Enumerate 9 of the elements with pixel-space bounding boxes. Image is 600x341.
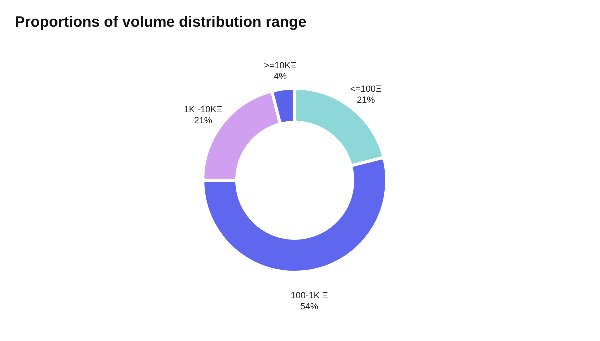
slice-label: <=100Ξ xyxy=(350,84,382,94)
slice-label: >=10KΞ xyxy=(264,60,297,70)
data-label: 21% xyxy=(357,94,376,105)
data-label: 21% xyxy=(194,115,212,126)
slice-label: 100-1K Ξ xyxy=(290,290,328,301)
chart-title: Proportions of volume distribution range xyxy=(15,14,307,31)
slice-label: 1K -10KΞ xyxy=(184,104,223,114)
data-label: 4% xyxy=(274,71,287,82)
data-label: 54% xyxy=(300,302,319,312)
